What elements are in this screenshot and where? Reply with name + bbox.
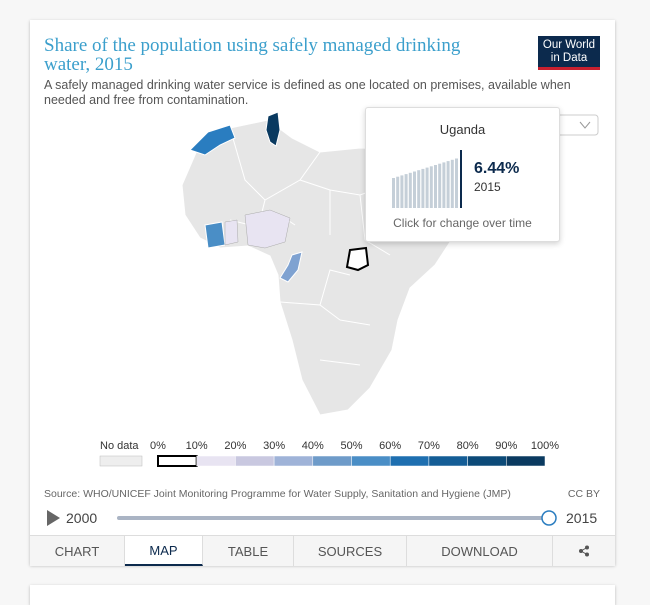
tab[interactable]: SOURCES [294,536,407,566]
legend: No data 0% 10% 20% 30% 40% 50% 60% 70% 80% 90% 100% [99,440,559,467]
tab[interactable]: DOWNLOAD [407,536,553,566]
subtitle: A safely managed drinking water service … [44,78,571,107]
legend-swatch [389,455,430,467]
country-ghana[interactable] [224,219,239,246]
sparkline-bar [392,178,395,208]
tab[interactable]: TABLE [203,536,294,566]
country-nigeria[interactable] [244,209,291,249]
tab[interactable]: CHART [30,536,125,566]
share-icon [579,545,589,557]
legend-no-data-swatch [99,455,143,467]
country-cote-divoire[interactable] [204,221,226,249]
tooltip: Uganda 6.44% 2015 Click for change over … [365,107,560,242]
legend-swatch [312,455,352,467]
sparkline-current [460,150,462,208]
legend-tick-label: 90% [495,440,517,452]
sparkline-bar [396,176,400,208]
sparkline-bar [425,167,429,208]
timeline-start: 2000 [66,510,97,526]
legend-tick-label: 50% [340,440,362,452]
tooltip-hint: Click for change over time [393,216,532,230]
legend-tick-label: 100% [531,440,559,452]
tooltip-country: Uganda [439,122,486,137]
legend-tick-label: 60% [379,440,401,452]
tab[interactable]: MAP [125,536,203,566]
sparkline-bar [446,161,450,208]
country-tunisia[interactable] [265,111,281,147]
sparkline-bar [442,162,446,208]
legend-swatch [235,455,275,467]
timeline-track [117,516,549,520]
sparkline [392,150,462,208]
sparkline-bar [421,168,425,208]
legend-swatch [467,455,507,467]
logo-line: in Data [550,51,588,64]
legend-swatch [196,455,236,467]
sparkline-bar [413,171,416,208]
title: Share of the population using safely man… [44,35,461,75]
legend-tick-label: 70% [418,440,440,452]
sparkline-bar [455,158,458,208]
map: Africa No data0%10%20%30%40%50%60%70%80%… [44,111,600,526]
sparkline-bar [404,174,408,208]
timeline-handle[interactable] [541,510,557,526]
legend-swatch [351,455,391,467]
chart-card: Share of the population using safely man… [30,20,615,566]
dropdown-arrow [579,121,591,129]
legend-tick-label: 20% [224,440,246,452]
legend-tick-label: 30% [263,440,285,452]
sparkline-bar [408,172,412,208]
legend-tick-label: 0% [150,440,166,452]
country-morocco[interactable] [189,124,236,156]
share-button[interactable] [553,536,615,566]
page: Share of the population using safely man… [30,20,615,566]
license: CC BY [568,488,600,500]
next-card [30,585,615,605]
legend-swatch [273,455,314,467]
legend-tick-label: 80% [457,440,479,452]
timeline-end: 2015 [566,510,597,526]
play-button[interactable] [47,510,60,526]
legend-tick-label: 40% [302,440,324,452]
logo[interactable]: Our World in Data [538,36,600,70]
sparkline-bar [400,175,404,208]
legend-swatch [428,455,468,467]
sparkline-bar [450,159,454,208]
sparkline-bar [417,170,421,208]
country-uganda[interactable] [345,246,370,272]
tooltip-value: 6.44% [474,160,520,177]
legend-no-data-label: No data [100,440,139,452]
legend-swatch [157,455,198,467]
tab-bar: CHART MAP TABLE SOURCES DOWNLOAD [30,535,615,566]
tooltip-year: 2015 [474,180,501,194]
source: Source: WHO/UNICEF Joint Monitoring Prog… [44,488,511,500]
sparkline-bars [392,158,458,208]
country-congo[interactable] [279,251,303,283]
sparkline-bar [429,166,433,208]
sparkline-bar [438,163,442,208]
legend-tick-label: 10% [186,440,208,452]
sparkline-bar [434,165,437,208]
logo-line: Our World [542,39,596,51]
legend-swatch [506,455,546,467]
